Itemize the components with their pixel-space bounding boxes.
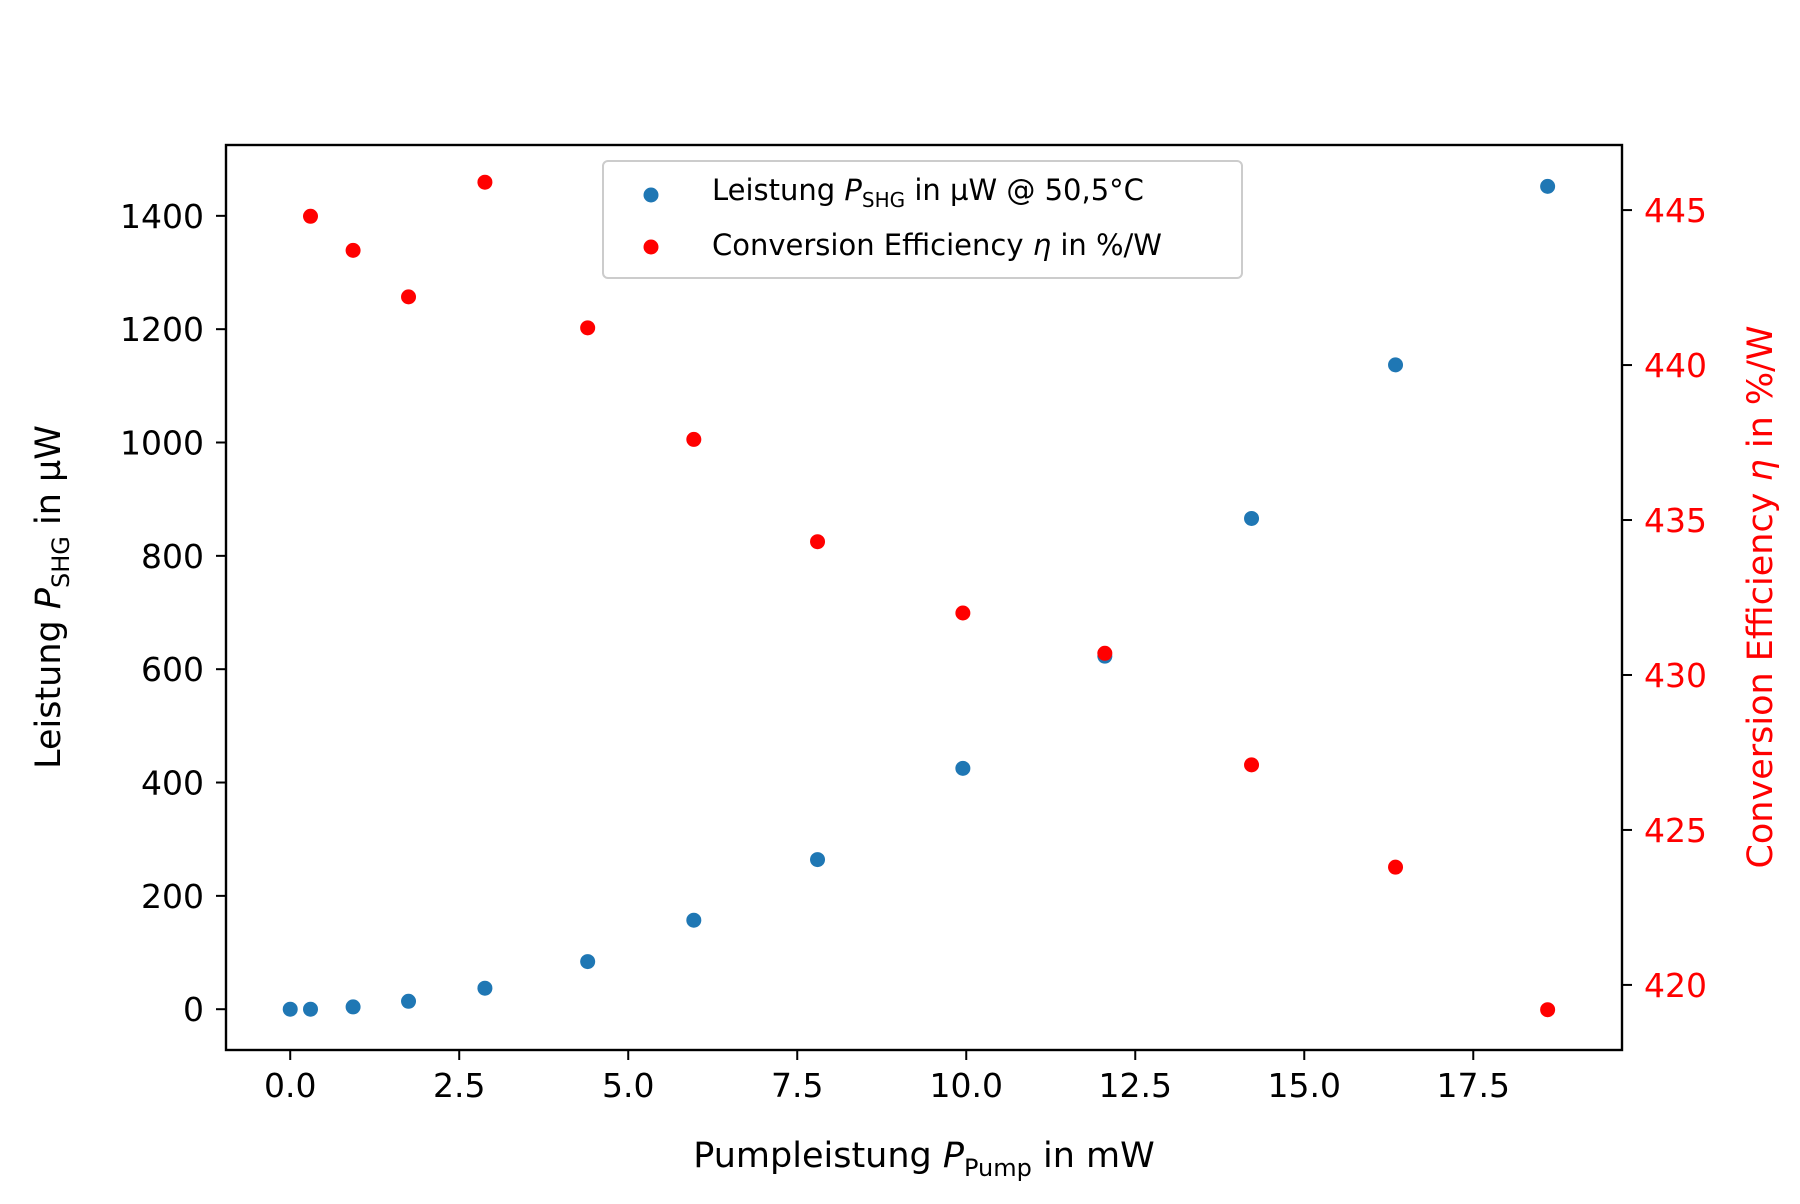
efficiency-point — [345, 242, 361, 258]
shg-power-point — [345, 999, 361, 1015]
x-axis-ticks: 0.0 2.5 5.0 7.5 10.0 12.5 15.0 17.5 — [264, 1050, 1510, 1105]
plot-frame — [224, 143, 1624, 1052]
legend-marker-efficiency — [643, 239, 659, 255]
right-y-tick-label: 435 — [1644, 501, 1707, 540]
left-axis-title: Leistung PSHG in µW — [29, 425, 75, 769]
shg-power-point — [1244, 510, 1260, 526]
efficiency-point — [580, 320, 596, 336]
efficiency-point — [810, 534, 826, 550]
left-y-tick-label: 0 — [183, 990, 204, 1029]
shg-power-point — [303, 1001, 319, 1017]
right-y-tick-label: 430 — [1644, 656, 1707, 695]
left-axis-ticks: 0 200 400 600 800 1000 1200 1400 — [120, 197, 226, 1029]
right-y-tick-label: 420 — [1644, 966, 1707, 1005]
left-y-tick-label: 1400 — [120, 197, 204, 236]
left-y-tick-label: 600 — [141, 650, 204, 689]
legend: Leistung PSHG in µW @ 50,5°C Conversion … — [602, 160, 1243, 279]
shg-power-point — [580, 954, 596, 970]
x-tick-label: 10.0 — [930, 1066, 1003, 1105]
legend-box — [602, 160, 1243, 279]
efficiency-point — [1388, 859, 1404, 875]
x-axis-title: Pumpleistung PPump in mW — [693, 1136, 1154, 1182]
right-y-tick-label: 440 — [1644, 346, 1707, 385]
right-y-tick-label: 425 — [1644, 811, 1707, 850]
right-axis-title: Conversion Efficiency η in %/W — [1741, 325, 1781, 868]
left-y-tick-label: 1200 — [120, 310, 204, 349]
x-tick-label: 5.0 — [602, 1066, 654, 1105]
shg-power-point — [810, 852, 826, 868]
shg-power-point — [686, 912, 702, 928]
x-tick-label: 7.5 — [771, 1066, 823, 1105]
efficiency-point — [1244, 757, 1260, 773]
x-tick-label: 2.5 — [433, 1066, 485, 1105]
efficiency-point — [477, 174, 493, 190]
plot-marks — [282, 174, 1556, 1018]
left-y-tick-label: 200 — [141, 877, 204, 916]
x-tick-label: 15.0 — [1268, 1066, 1341, 1105]
legend-label-power: Leistung PSHG in µW @ 50,5°C — [712, 173, 1144, 212]
right-y-tick-label: 445 — [1644, 191, 1707, 230]
x-tick-label: 0.0 — [264, 1066, 316, 1105]
shg-power-point — [477, 980, 493, 996]
shg-power-point — [1388, 357, 1404, 373]
left-y-tick-label: 800 — [141, 537, 204, 576]
left-y-tick-label: 1000 — [120, 424, 204, 463]
efficiency-point — [1097, 645, 1113, 661]
efficiency-point — [686, 431, 702, 447]
shg-power-point — [955, 760, 971, 776]
shg-power-point — [401, 993, 417, 1009]
shg-power-point — [282, 1001, 298, 1017]
right-axis-ticks: 420 425 430 435 440 445 — [1622, 191, 1707, 1005]
legend-marker-power — [643, 187, 659, 203]
left-y-tick-label: 400 — [141, 764, 204, 803]
x-tick-label: 12.5 — [1099, 1066, 1172, 1105]
efficiency-point — [1540, 1002, 1556, 1018]
legend-label-efficiency: Conversion Efficiency η in %/W — [712, 228, 1162, 262]
efficiency-point — [955, 605, 971, 621]
shg-power-point — [1540, 178, 1556, 194]
efficiency-point — [401, 289, 417, 305]
x-tick-label: 17.5 — [1437, 1066, 1510, 1105]
efficiency-point — [303, 208, 319, 224]
